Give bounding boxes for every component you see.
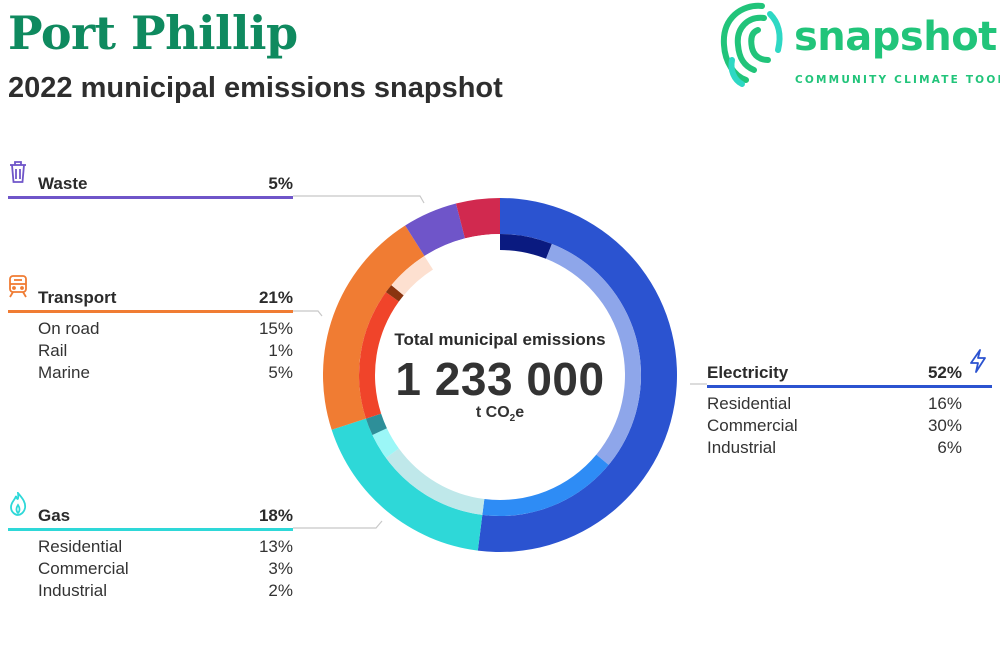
total-unit: t CO2e	[475, 404, 525, 425]
legend-waste-pct: 5%	[268, 174, 293, 193]
legend-transport: Transport 21% On road 15% Rail 1% Marine 5%	[8, 275, 293, 385]
donut-sub-slice-electricity-industrial	[500, 234, 552, 259]
list-item: Residential 13%	[38, 537, 293, 556]
donut-sub-slice-electricity-residential	[482, 454, 609, 516]
legend-gas-name: Gas	[38, 506, 71, 525]
donut-sub-slice-gas-industrial	[365, 413, 387, 436]
flame-icon	[10, 492, 27, 516]
donut-sub-slice-transport-marine	[391, 255, 434, 296]
list-item: Residential 16%	[707, 394, 962, 413]
donut-slice-segment-4	[455, 198, 500, 239]
list-item: Industrial 6%	[707, 438, 962, 457]
lightning-icon	[970, 349, 986, 373]
donut-sub-slice-gas-residential	[385, 448, 485, 515]
donut-slice-gas	[331, 418, 483, 551]
legend-electricity-name: Electricity	[707, 363, 789, 382]
waste-leader-line	[293, 195, 425, 204]
list-item: Commercial 3%	[38, 559, 293, 578]
donut-sub-slice-transport-rail	[385, 285, 404, 302]
legend-transport-rule	[8, 310, 293, 313]
page-title: Port Phillip	[8, 6, 298, 60]
legend-electricity-pct: 52%	[927, 363, 962, 382]
donut-slice-transport	[323, 225, 425, 430]
donut-sub-slice-electricity-commercial	[546, 243, 642, 465]
legend-gas-pct: 18%	[258, 506, 293, 525]
list-item: On road 15%	[38, 319, 293, 338]
donut-sub-slice-waste-segment-9	[424, 238, 469, 270]
legend-gas: Gas 18% Residential 13% Commercial 3% Indu…	[8, 492, 293, 603]
legend-gas-rule	[8, 528, 293, 531]
gas-leader-line	[293, 520, 383, 529]
trash-icon	[10, 161, 26, 183]
donut-sub-slice-gas-commercial	[372, 428, 399, 458]
list-item: Industrial 2%	[38, 581, 293, 600]
donut-slice-electricity	[477, 198, 677, 552]
fingerprint-icon	[720, 2, 783, 87]
legend-electricity-rule	[707, 385, 992, 388]
legend-transport-name: Transport	[38, 288, 117, 307]
donut-sub-slice-transport-on-road	[359, 292, 399, 419]
transport-leader-line	[293, 310, 323, 317]
legend-transport-pct: 21%	[258, 288, 293, 307]
logo-wordmark: snapshot	[794, 14, 997, 60]
train-icon	[9, 275, 27, 298]
donut-sub-slice-segment-10	[464, 234, 500, 254]
list-item: Rail 1%	[38, 341, 293, 360]
total-label: Total municipal emissions	[394, 330, 606, 349]
legend-waste: Waste 5%	[8, 161, 293, 199]
list-item: Commercial 30%	[707, 416, 962, 435]
legend-electricity: Electricity 52% Residential 16% Commercia…	[707, 349, 992, 460]
legend-waste-rule	[8, 196, 293, 199]
page-subtitle: 2022 municipal emissions snapshot	[8, 72, 503, 104]
donut-slice-waste	[405, 203, 465, 256]
logo-tagline: COMMUNITY CLIMATE TOOL	[795, 74, 1000, 86]
list-item: Marine 5%	[38, 363, 293, 382]
snapshot-logo: snapshot COMMUNITY CLIMATE TOOL	[712, 0, 1000, 90]
legend-waste-name: Waste	[38, 174, 88, 193]
total-value: 1 233 000	[395, 353, 605, 405]
